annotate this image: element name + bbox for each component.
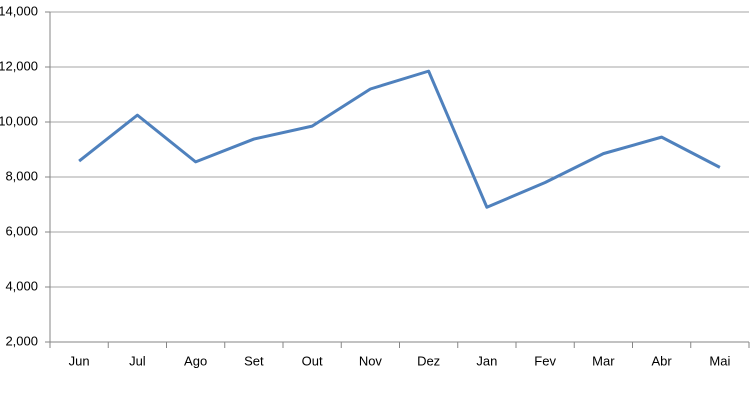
x-tick-label: Nov [359,353,383,368]
y-tick-label: 6,000 [5,223,38,238]
y-tick-label: 4,000 [5,278,38,293]
y-tick-label: 8,000 [5,168,38,183]
y-tick-label: 12,000 [0,58,38,73]
x-tick-label: Jul [129,353,146,368]
x-tick-label: Abr [652,353,673,368]
y-tick-label: 10,000 [0,113,38,128]
x-tick-label: Dez [417,353,440,368]
x-tick-label: Set [244,353,264,368]
x-tick-label: Out [302,353,323,368]
x-tick-label: Mai [709,353,730,368]
y-tick-label: 14,000 [0,3,38,18]
x-tick-label: Ago [184,353,207,368]
y-tick-label: 2,000 [5,333,38,348]
x-tick-label: Fev [534,353,556,368]
line [78,69,721,209]
x-tick-label: Mar [592,353,615,368]
x-tick-label: Jan [476,353,497,368]
x-tick-label: Jun [69,353,90,368]
